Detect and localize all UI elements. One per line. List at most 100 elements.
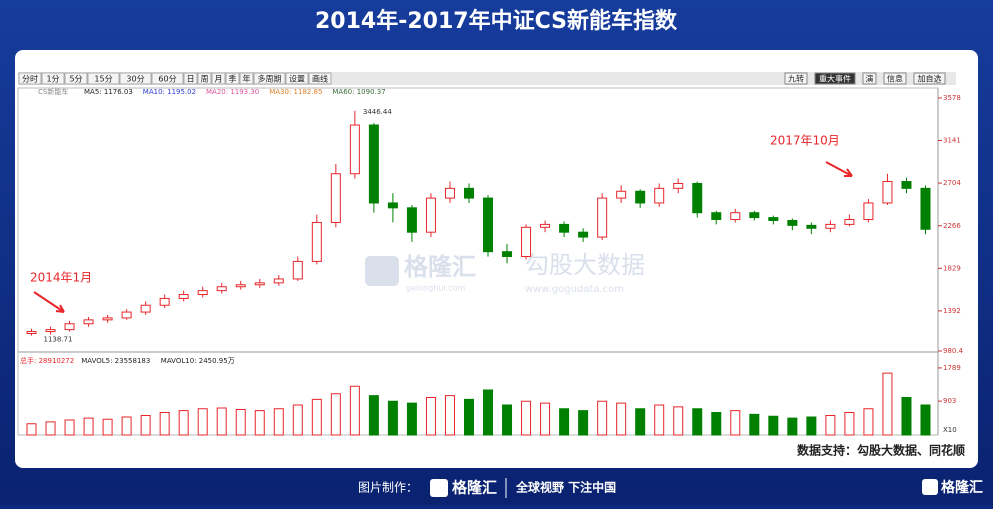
- volume-bar: [178, 410, 189, 436]
- slogan: 全球视野 下注中国: [515, 480, 616, 495]
- candle-body: [673, 182, 684, 189]
- tool-button[interactable]: [913, 72, 946, 85]
- tool-label: 加自选: [918, 74, 942, 84]
- y-tick-label: 2704: [943, 179, 961, 187]
- tool-button[interactable]: [862, 72, 877, 85]
- volume-bar: [521, 400, 532, 436]
- tool-label: 演: [866, 74, 874, 84]
- tool-button[interactable]: [285, 72, 309, 85]
- tool-button[interactable]: [883, 72, 907, 85]
- candle-body: [521, 226, 532, 258]
- volume-bar: [235, 409, 246, 436]
- tool-button[interactable]: [119, 72, 152, 85]
- tool-button[interactable]: [151, 72, 184, 85]
- annotation-arrow: [825, 161, 853, 177]
- candle-body: [597, 197, 608, 238]
- volume-bar: [749, 413, 760, 436]
- tool-label: 信息: [887, 74, 903, 84]
- annotation: 2017年10月: [770, 134, 840, 148]
- volume-bar: [463, 398, 474, 436]
- tool-label: 九转: [788, 74, 804, 84]
- volume-bar: [882, 372, 893, 436]
- candle-body: [806, 224, 817, 229]
- volume-bar: [825, 415, 836, 436]
- volume-bar: [540, 402, 551, 436]
- candle-body: [64, 323, 75, 331]
- candle-body: [578, 231, 589, 238]
- footer-logo: [430, 479, 448, 497]
- tool-button[interactable]: [87, 72, 120, 85]
- tool-label: 1分: [46, 75, 59, 84]
- volume-bar: [787, 417, 798, 436]
- annotation: 2014年1月: [30, 271, 92, 285]
- candle-body: [311, 221, 322, 262]
- ma-label: MA30: 1182.85: [269, 88, 322, 96]
- tool-button[interactable]: [225, 72, 240, 85]
- tool-label: 60分: [158, 75, 176, 84]
- watermark: 格隆汇 gelonghui.com 勾股大数据 www.gogudata.com: [365, 251, 645, 295]
- volume-bar: [425, 397, 436, 436]
- tool-button[interactable]: [211, 72, 226, 85]
- tool-button[interactable]: [814, 72, 856, 85]
- candle-body: [901, 181, 912, 189]
- tool-button[interactable]: [197, 72, 212, 85]
- candle-body: [863, 202, 874, 221]
- volume-header: MAVOL10: 2450.95万: [161, 357, 235, 365]
- candle-body: [654, 187, 665, 204]
- volume-bar: [121, 416, 132, 436]
- watermark-data-site: www.gogudata.com: [525, 284, 624, 295]
- tool-button[interactable]: [784, 72, 808, 85]
- y-tick-label: 2266: [943, 222, 961, 230]
- volume-bar: [730, 410, 741, 436]
- y-tick-label: 1789: [943, 364, 961, 372]
- volume-header: 总手: 28910272: [20, 356, 74, 365]
- tool-button[interactable]: [239, 72, 254, 85]
- volume-bar: [635, 408, 646, 436]
- candle-body: [502, 251, 513, 258]
- volume-bar: [83, 417, 94, 436]
- volume-bar: [578, 410, 589, 436]
- candle-body: [692, 182, 703, 214]
- corner-brand: 格隆汇: [941, 479, 983, 496]
- candle-body: [920, 187, 931, 230]
- tool-button[interactable]: [183, 72, 198, 85]
- tool-label: 30分: [126, 75, 144, 84]
- tool-label: 年: [243, 74, 251, 84]
- tool-label: 月: [215, 75, 223, 84]
- candle-body: [197, 290, 208, 296]
- candle-body: [368, 124, 379, 204]
- candle-body: [273, 278, 284, 284]
- watermark-logo: [365, 256, 399, 286]
- ma-label: MA5: 1176.03: [84, 88, 133, 96]
- tool-button[interactable]: [64, 72, 88, 85]
- volume-bar: [26, 423, 37, 436]
- volume-bar: [159, 412, 170, 436]
- title: 2014年-2017年中证CS新能车指数: [315, 8, 678, 34]
- index-name: CS新能车: [38, 87, 68, 96]
- tool-label: 周: [201, 75, 209, 84]
- tool-button[interactable]: [308, 72, 332, 85]
- volume-bar: [102, 418, 113, 436]
- y-tick-label: 903: [943, 397, 956, 405]
- volume-bar: [483, 389, 494, 436]
- candle-body: [787, 219, 798, 226]
- tool-button[interactable]: [41, 72, 65, 85]
- tool-button[interactable]: [18, 72, 42, 85]
- tool-label: 多周期: [258, 74, 282, 84]
- candle-body: [102, 317, 113, 321]
- y-tick-label: 3141: [943, 137, 961, 145]
- volume-bar: [311, 398, 322, 436]
- volume-bar: [920, 404, 931, 436]
- candle-body: [330, 173, 341, 223]
- candle-body: [254, 282, 265, 286]
- volume-bar: [502, 404, 513, 436]
- tool-button[interactable]: [253, 72, 286, 85]
- candle-body: [235, 284, 246, 288]
- candle-body: [140, 304, 151, 313]
- tool-label: 日: [187, 75, 195, 84]
- candle-body: [349, 124, 360, 175]
- candle-body: [825, 223, 836, 229]
- volume-bar: [673, 406, 684, 436]
- candle-body: [26, 331, 37, 335]
